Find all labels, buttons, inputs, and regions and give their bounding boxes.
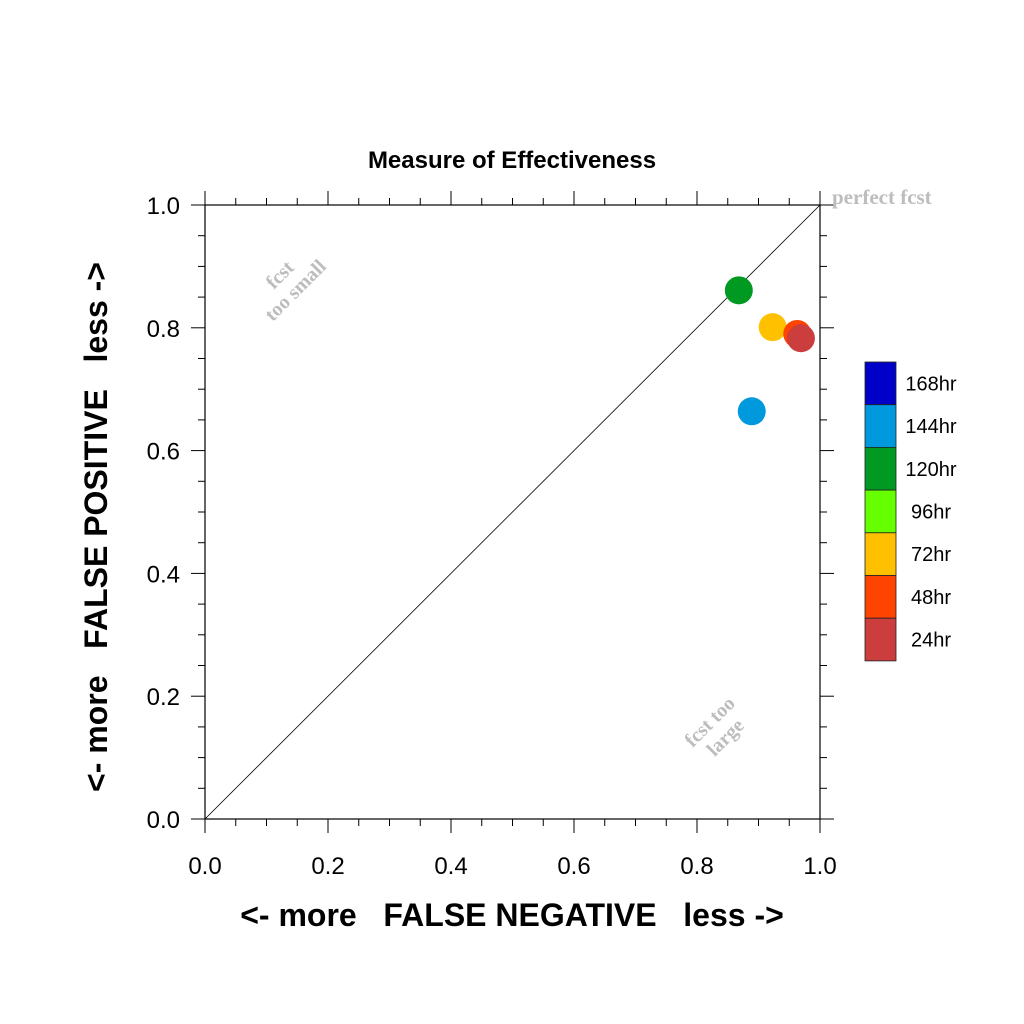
y-axis-label: <- more FALSE POSITIVE less -> xyxy=(78,262,114,792)
data-points xyxy=(724,276,815,426)
legend-label-168hr: 168hr xyxy=(905,373,956,395)
y-tick-label: 0.8 xyxy=(147,316,180,343)
legend-swatch-72hr xyxy=(864,532,897,576)
chart-title: Measure of Effectiveness xyxy=(368,147,656,174)
x-tick-label: 0.4 xyxy=(434,853,467,880)
legend-label-120hr: 120hr xyxy=(905,459,956,481)
x-tick-label: 0.0 xyxy=(188,853,221,880)
legend-swatch-48hr xyxy=(864,575,897,619)
x-tick-labels: 0.0 0.2 0.4 0.6 0.8 1.0 xyxy=(188,853,836,880)
legend-label-144hr: 144hr xyxy=(905,416,956,438)
too-small-line2: too small xyxy=(261,255,331,325)
legend-swatch-168hr xyxy=(864,361,897,406)
y-tick-label: 0.4 xyxy=(147,561,180,588)
diagonal-line xyxy=(204,204,821,820)
point-120hr xyxy=(724,276,753,305)
point-24hr xyxy=(786,324,815,353)
legend-label-48hr: 48hr xyxy=(911,587,951,609)
legend-swatch-144hr xyxy=(864,404,897,448)
y-tick-label: 0.6 xyxy=(147,439,180,466)
x-tick-label: 0.2 xyxy=(311,853,344,880)
too-large-annotation: fcst too large xyxy=(681,693,749,761)
legend-swatch-120hr xyxy=(864,446,897,491)
point-144hr xyxy=(737,397,766,426)
y-tick-label: 0.0 xyxy=(147,807,180,834)
axis-ticks xyxy=(191,191,834,833)
legend-swatch-96hr xyxy=(864,489,897,534)
legend-label-24hr: 24hr xyxy=(911,630,951,652)
legend-label-96hr: 96hr xyxy=(911,501,951,523)
x-tick-label: 0.6 xyxy=(557,853,590,880)
perfect-fcst-label: perfect fcst xyxy=(832,185,932,209)
y-tick-labels: 0.0 0.2 0.4 0.6 0.8 1.0 xyxy=(147,193,180,834)
point-72hr xyxy=(758,313,787,342)
y-tick-label: 1.0 xyxy=(147,193,180,220)
too-small-annotation: fcst too small xyxy=(261,255,331,325)
x-tick-label: 0.8 xyxy=(680,853,713,880)
color-legend: 168hr 144hr 120hr 96hr 72hr 48hr 24hr xyxy=(864,361,957,662)
legend-swatch-24hr xyxy=(864,617,897,662)
x-axis-label: <- more FALSE NEGATIVE less -> xyxy=(240,897,784,933)
legend-label-72hr: 72hr xyxy=(911,544,951,566)
x-tick-label: 1.0 xyxy=(803,853,836,880)
y-tick-label: 0.2 xyxy=(147,684,180,711)
